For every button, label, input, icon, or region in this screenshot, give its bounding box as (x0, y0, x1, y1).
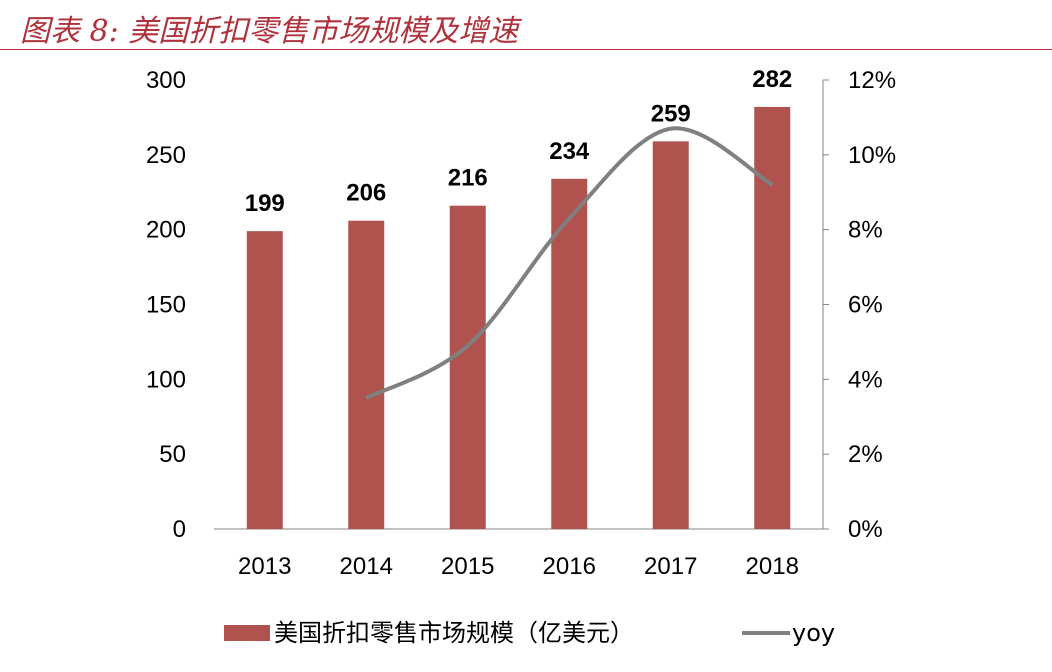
figure-label: 图表 8: (20, 14, 119, 49)
bar-2016 (551, 178, 588, 529)
y-right-tick-label: 0% (848, 516, 883, 543)
legend-swatch-bar (224, 625, 270, 641)
x-tick-label: 2017 (644, 553, 697, 580)
y-right-tick-label: 4% (848, 366, 883, 393)
figure-title: 图表 8: 美国折扣零售市场规模及增速 (20, 6, 518, 50)
title-divider (0, 49, 1052, 50)
bar-value-label: 216 (448, 165, 488, 192)
y-left-tick-label: 100 (146, 366, 186, 393)
y-left-tick-label: 250 (146, 142, 186, 169)
y-right-tick-label: 6% (848, 292, 883, 319)
y-left-tick-label: 200 (146, 217, 186, 244)
bar-2014 (348, 220, 385, 530)
bar-2018 (754, 106, 791, 529)
y-right-tick-label: 10% (848, 142, 896, 169)
bar-2017 (652, 141, 689, 529)
bar-value-label: 234 (549, 138, 590, 165)
y-right-tick-label: 8% (848, 217, 883, 244)
bar-2015 (449, 205, 486, 529)
y-left-tick-label: 0 (173, 516, 186, 543)
y-left-tick-label: 150 (146, 292, 186, 319)
x-tick-label: 2018 (746, 553, 799, 580)
bar-value-label: 199 (245, 190, 285, 217)
x-tick-label: 2016 (543, 553, 596, 580)
figure-title-text: 美国折扣零售市场规模及增速 (128, 14, 519, 49)
x-tick-label: 2014 (340, 553, 393, 580)
y-right-tick-label: 12% (848, 67, 896, 94)
x-tick-label: 2015 (441, 553, 494, 580)
bar-2013 (246, 231, 283, 529)
bar-value-label: 259 (651, 100, 691, 127)
legend-label-line: yoy (792, 619, 835, 647)
bar-value-label: 282 (752, 66, 792, 93)
bar-value-label: 206 (346, 180, 386, 207)
legend-label-bar: 美国折扣零售市场规模（亿美元） (274, 619, 634, 647)
y-left-tick-label: 300 (146, 67, 186, 94)
x-tick-label: 2013 (238, 553, 291, 580)
y-left-tick-label: 50 (159, 441, 186, 468)
y-right-tick-label: 2% (848, 441, 883, 468)
